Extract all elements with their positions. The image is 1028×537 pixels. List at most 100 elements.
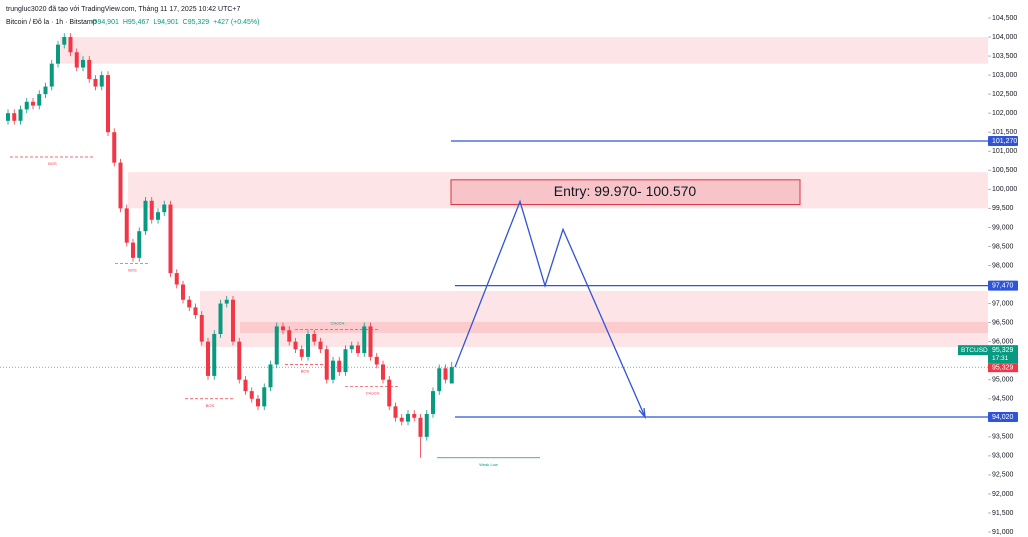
candle-body (6, 113, 10, 121)
y-tick-label: 101,500 (992, 129, 1017, 136)
quote-label: O94,901 (92, 19, 119, 26)
candle-body (281, 326, 285, 331)
candle-body (299, 349, 304, 357)
y-tick-label: 104,000 (992, 34, 1017, 41)
candle-body (131, 242, 135, 258)
candle-body (249, 391, 254, 399)
candle-body (418, 417, 423, 437)
y-tick-label: 100,000 (992, 186, 1017, 193)
candle-body (18, 109, 23, 121)
candle-body (431, 391, 435, 414)
candle-body (231, 299, 235, 342)
y-tick-label: 99,500 (992, 205, 1014, 212)
candle-body (393, 406, 398, 418)
candle-body (37, 94, 42, 106)
quote-label: +427 (+0.45%) (213, 19, 259, 26)
candle-body (112, 132, 117, 163)
y-tick-label: 98,000 (992, 262, 1014, 269)
candle-body (124, 208, 129, 243)
chart-title: trungluc3020 đã tạo với TradingView.com,… (6, 6, 240, 13)
structure-label: CHoCH (331, 321, 345, 326)
candle-body (12, 113, 17, 121)
candle-body (149, 200, 154, 220)
y-tick-label: 95,000 (992, 377, 1014, 384)
candle-body (106, 75, 110, 133)
countdown-label: 17:31 (992, 355, 1009, 362)
candle-body (443, 368, 448, 380)
entry-label: Entry: 99.970- 100.570 (554, 183, 697, 199)
candle-body (174, 273, 179, 285)
y-tick-label: 99,000 (992, 224, 1014, 231)
candle-body (312, 334, 317, 342)
candle-body (137, 231, 142, 258)
level-tag (988, 412, 1018, 423)
projection-path (454, 199, 646, 418)
candle-body (324, 349, 329, 380)
y-tick-label: 102,000 (992, 110, 1017, 117)
structure-label: CHoCH (366, 391, 380, 396)
last-price-tag (988, 363, 1018, 373)
structure-label: BOS (48, 161, 57, 166)
candle-body (306, 334, 310, 357)
candle-body (162, 204, 167, 213)
y-tick-label: 93,000 (992, 453, 1014, 460)
candle-body (243, 379, 248, 392)
candle-body (206, 341, 210, 376)
arrow-head (638, 407, 646, 420)
candle-body (68, 37, 73, 53)
candle-body (99, 75, 104, 87)
structure-label: BOS (128, 268, 137, 273)
candle-body (31, 101, 35, 106)
candle-body (374, 356, 379, 365)
candle-body (368, 326, 373, 357)
zone (240, 321, 988, 333)
y-tick-label: 91,000 (992, 529, 1014, 536)
candle-body (293, 341, 298, 350)
candle-body (87, 59, 92, 79)
structure-label: BOS (301, 369, 310, 374)
candle-body (256, 398, 260, 407)
candle-body (81, 59, 85, 68)
y-tick-label: 100,500 (992, 167, 1017, 174)
candle-body (156, 212, 160, 220)
y-tick-label: 103,500 (992, 53, 1017, 60)
y-tick-label: 91,500 (992, 510, 1014, 517)
level-tag (988, 280, 1018, 291)
candle-body (181, 284, 185, 300)
quote-label: H95,467 (123, 19, 150, 26)
candle-body (362, 326, 367, 354)
candle-body (381, 364, 385, 380)
y-tick-label: 101,000 (992, 148, 1017, 155)
candle-body (424, 413, 429, 437)
candle-body (193, 307, 198, 315)
candle-body (74, 52, 79, 68)
candle-body (199, 314, 204, 342)
y-tick-label: 92,000 (992, 491, 1014, 498)
candle-body (399, 417, 404, 422)
y-tick-label: 104,500 (992, 15, 1017, 22)
candle-body (449, 367, 454, 384)
candle-body (224, 299, 229, 304)
candle-body (143, 200, 148, 232)
level-label: 97,470 (992, 283, 1014, 290)
y-tick-label: 93,500 (992, 434, 1014, 441)
y-tick-label: 102,500 (992, 91, 1017, 98)
candle-body (118, 162, 123, 209)
candle-body (356, 345, 360, 354)
candle-body (331, 360, 335, 380)
candle-body (406, 413, 410, 422)
price-tag-label: 95,329 (992, 347, 1014, 354)
candle-body (212, 334, 217, 376)
y-tick-label: 98,500 (992, 243, 1014, 250)
structure-label: Weak Low (479, 462, 498, 467)
y-tick-label: 96,500 (992, 319, 1014, 326)
candle-body (43, 86, 48, 95)
candle-body (49, 63, 54, 87)
price-tag (988, 345, 1018, 364)
last-price-label: 95,329 (992, 365, 1014, 372)
candle-body (337, 360, 342, 373)
y-tick-label: 92,500 (992, 472, 1014, 479)
level-label: 94,020 (992, 414, 1014, 421)
candle-body (412, 413, 417, 418)
